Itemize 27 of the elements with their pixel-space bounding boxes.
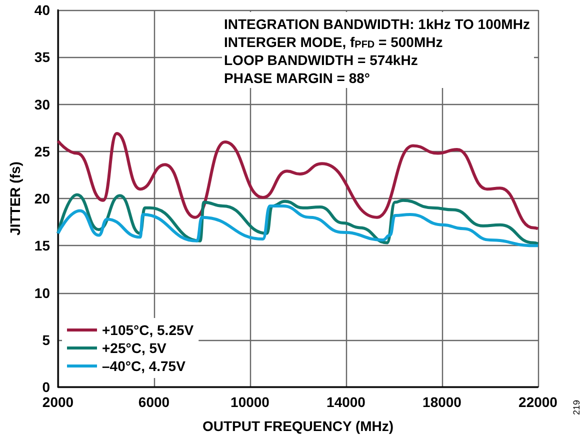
y-tick-label: 25 — [34, 143, 50, 160]
legend-label: +105°C, 5.25V — [102, 322, 194, 338]
legend-label: +25°C, 5V — [102, 340, 168, 356]
line-series — [56, 204, 540, 248]
legend-label: –40°C, 4.75V — [102, 358, 186, 374]
line-series — [56, 132, 540, 230]
x-tick-label: 14000 — [326, 394, 366, 410]
x-tick-label: 6000 — [138, 394, 170, 410]
x-tick-label: 18000 — [422, 394, 462, 410]
y-axis-title: JITTER (fs) — [7, 162, 23, 236]
y-tick-label: 10 — [34, 284, 50, 301]
y-tick-label: 20 — [34, 190, 50, 206]
x-axis-title: OUTPUT FREQUENCY (MHz) — [202, 418, 394, 434]
y-tick-label: 35 — [34, 49, 50, 66]
y-tick-label: 30 — [34, 96, 50, 112]
annotation: LOOP BANDWIDTH = 574kHz — [224, 52, 418, 68]
annotation: INTERGER MODE, fPFD = 500MHz — [224, 34, 443, 50]
x-tick-label: 22000 — [518, 394, 558, 410]
x-tick-label: 2000 — [42, 394, 74, 410]
y-tick-label: 40 — [34, 2, 50, 18]
y-tick-label: 5 — [42, 332, 50, 348]
x-tick-label: 10000 — [230, 394, 270, 410]
y-tick-label: 15 — [34, 238, 50, 254]
annotation: INTEGRATION BANDWIDTH: 1kHz TO 100MHz — [224, 16, 530, 32]
text: 219 — [572, 400, 582, 416]
annotation: PHASE MARGIN = 88° — [224, 70, 370, 86]
y-tick-label: 0 — [42, 379, 50, 395]
